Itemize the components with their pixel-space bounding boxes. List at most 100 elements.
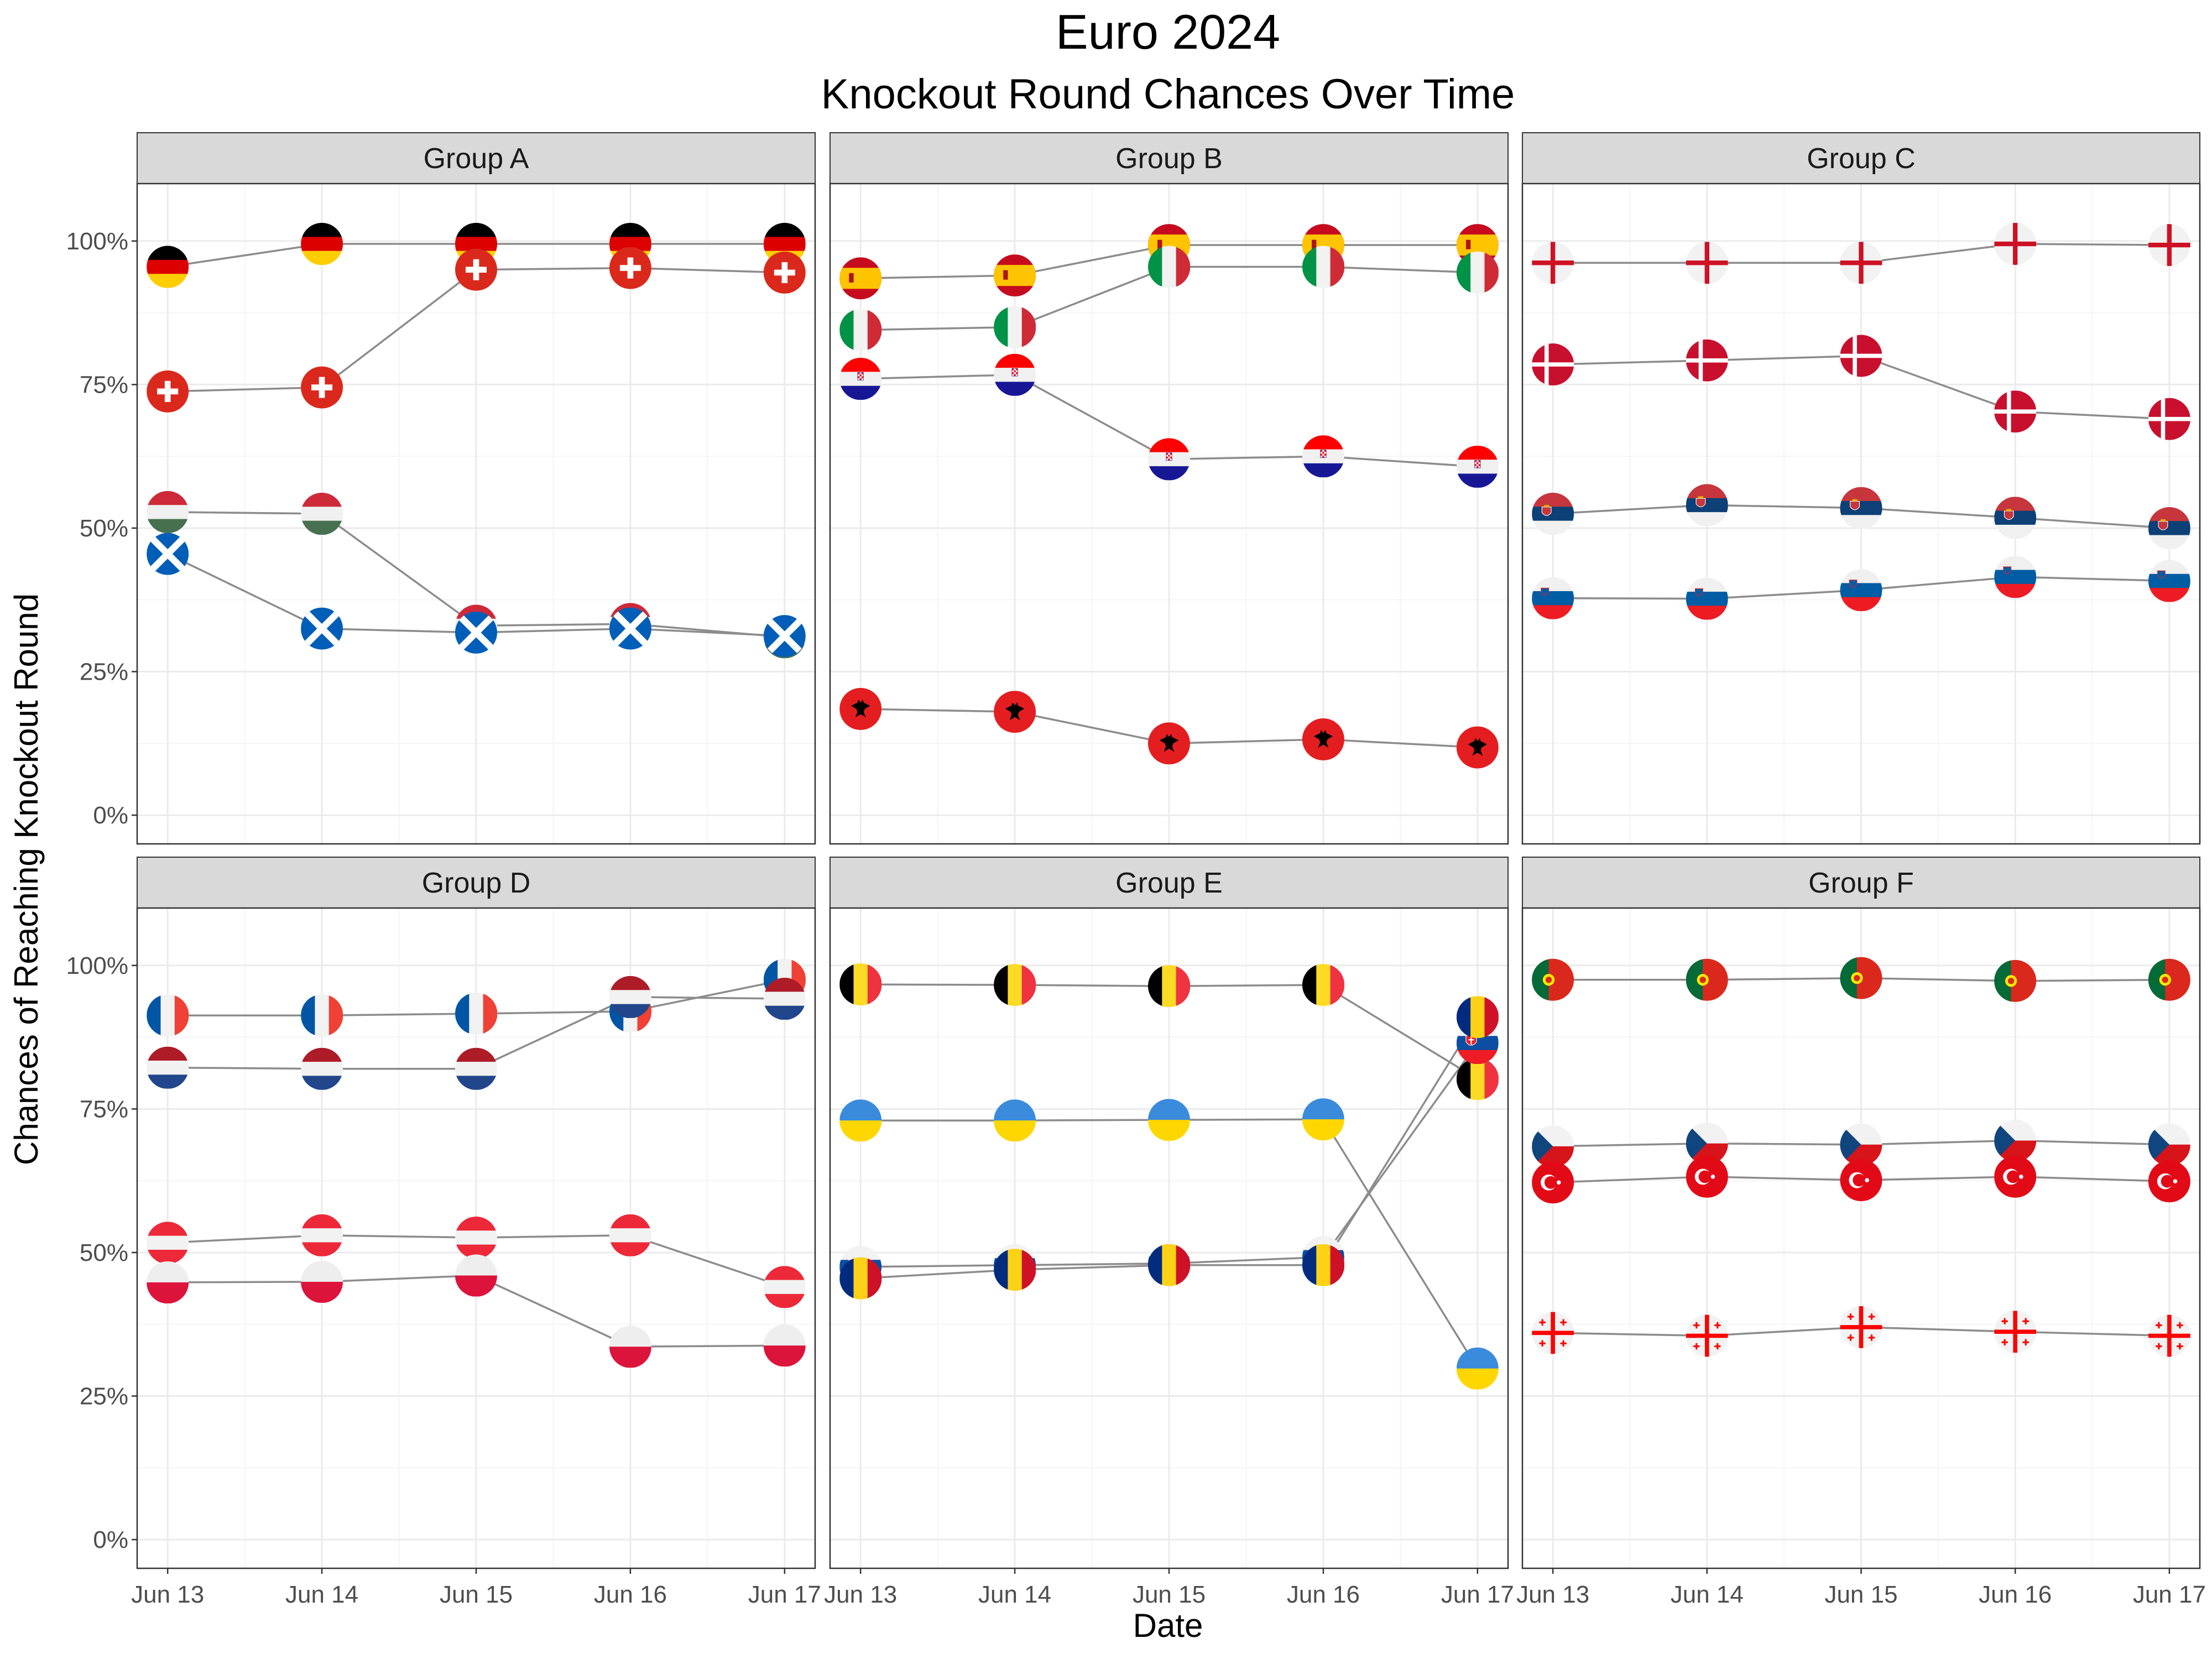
y-tick-label: 100% [66,228,128,255]
y-tick-label: 0% [93,1526,128,1553]
data-point-ukraine [994,1099,1036,1141]
x-tick-label: Jun 15 [1133,1581,1206,1608]
y-tick-label: 0% [93,802,128,829]
data-point-romania [1148,1244,1190,1286]
panel-group-a: Group A 0% 25% 50% 75% 100% [66,132,816,845]
data-point-turkey [1840,1159,1882,1201]
data-point-denmark [1532,343,1574,385]
data-point-switzerland [147,371,189,413]
panel-group-f: Group F Jun 13 Jun 14 Jun 15 Jun 16 Jun 17 [1516,857,2206,1608]
data-point-poland [609,1326,651,1368]
data-point-switzerland [301,367,343,409]
x-tick-label: Jun 15 [1824,1581,1897,1608]
y-tick-label: 25% [80,659,128,686]
data-point-turkey [1686,1156,1728,1198]
data-point-albania [994,691,1036,733]
data-point-scotland [764,615,806,657]
facet-label: Group B [1115,143,1223,175]
data-point-poland [147,1261,189,1303]
data-point-france [301,994,343,1036]
panel-group-d: Group D 0% 25% 50% 75% 100% Jun 13 Jun 14 Jun 15… [66,857,821,1608]
y-tick-label: 100% [66,952,128,979]
data-point-romania [994,1249,1036,1291]
data-point-england [2148,224,2190,266]
y-tick-label: 50% [80,515,128,542]
data-point-albania [1457,727,1499,769]
data-point-italy [839,309,881,351]
data-point-italy [1148,246,1190,288]
data-point-poland [301,1261,343,1303]
data-point-hungary [147,491,189,533]
panel-border [136,182,816,845]
x-tick-label: Jun 13 [824,1581,897,1608]
data-point-romania [1457,996,1499,1038]
data-point-georgia [1532,1312,1574,1354]
data-point-ukraine [1302,1098,1344,1140]
chart-title: Euro 2024 [1056,4,1280,59]
data-point-austria [609,1214,651,1256]
data-point-england [1994,223,2036,265]
data-point-serbia [1840,487,1882,529]
data-point-scotland [609,608,651,650]
x-tick-label: Jun 14 [285,1581,358,1608]
data-point-netherlands [764,978,806,1020]
facet-label: Group E [1115,867,1223,899]
x-tick-label: Jun 17 [2133,1581,2206,1608]
data-point-poland [764,1324,806,1366]
data-point-spain [994,254,1036,296]
facet-strip [830,132,1509,184]
data-point-france [455,993,497,1035]
x-axis-title: Date [1133,1607,1203,1644]
data-point-albania [839,688,881,730]
x-tick-label: Jun 15 [440,1581,513,1608]
data-point-croatia [1457,446,1499,488]
x-tick-label: Jun 14 [978,1581,1051,1608]
y-tick-label: 50% [80,1239,128,1266]
data-point-austria [764,1266,806,1308]
data-point-portugal [1994,960,2036,1002]
data-point-romania [839,1258,881,1300]
data-point-serbia [2148,507,2190,549]
data-point-georgia [2148,1315,2190,1357]
data-point-turkey [1532,1161,1574,1203]
data-point-switzerland [455,249,497,291]
data-point-slovenia [1532,577,1574,619]
data-point-spain [839,257,881,299]
data-point-georgia [1686,1315,1728,1357]
facet-strip [137,132,816,184]
data-point-turkey [1994,1156,2036,1198]
facet-strip [137,857,816,909]
panels: Group A 0% 25% 50% 75% 100% Group B Group C Grou… [66,132,2206,1608]
data-point-slovenia [2148,560,2190,602]
data-point-england [1532,242,1574,284]
data-point-switzerland [764,252,806,294]
data-point-czechia [2148,1124,2190,1166]
x-tick-label: Jun 16 [1979,1581,2052,1608]
x-tick-label: Jun 13 [131,1581,204,1608]
data-point-portugal [1532,959,1574,1001]
data-point-croatia [839,358,881,400]
data-point-france [147,994,189,1036]
data-point-belgium [994,964,1036,1006]
data-point-england [1686,242,1728,284]
data-point-austria [301,1214,343,1256]
facet-label: Group F [1808,867,1914,899]
y-tick-label: 75% [80,1095,128,1123]
data-point-scotland [455,612,497,654]
data-point-scotland [147,533,189,575]
data-point-denmark [1686,340,1728,382]
data-point-denmark [2148,398,2190,440]
facet-label: Group C [1807,143,1916,175]
data-point-portugal [1686,959,1728,1001]
facet-strip [830,857,1509,909]
data-point-ukraine [1148,1099,1190,1141]
y-tick-label: 25% [80,1383,128,1410]
data-point-slovenia [1686,578,1728,620]
y-axis-title: Chances of Reaching Knockout Round [8,593,45,1165]
data-point-italy [994,306,1036,348]
data-point-switzerland [609,247,651,289]
data-point-serbia [1994,497,2036,539]
data-point-ukraine [1457,1348,1499,1390]
x-tick-label: Jun 17 [1441,1581,1514,1608]
data-point-germany [301,223,343,265]
